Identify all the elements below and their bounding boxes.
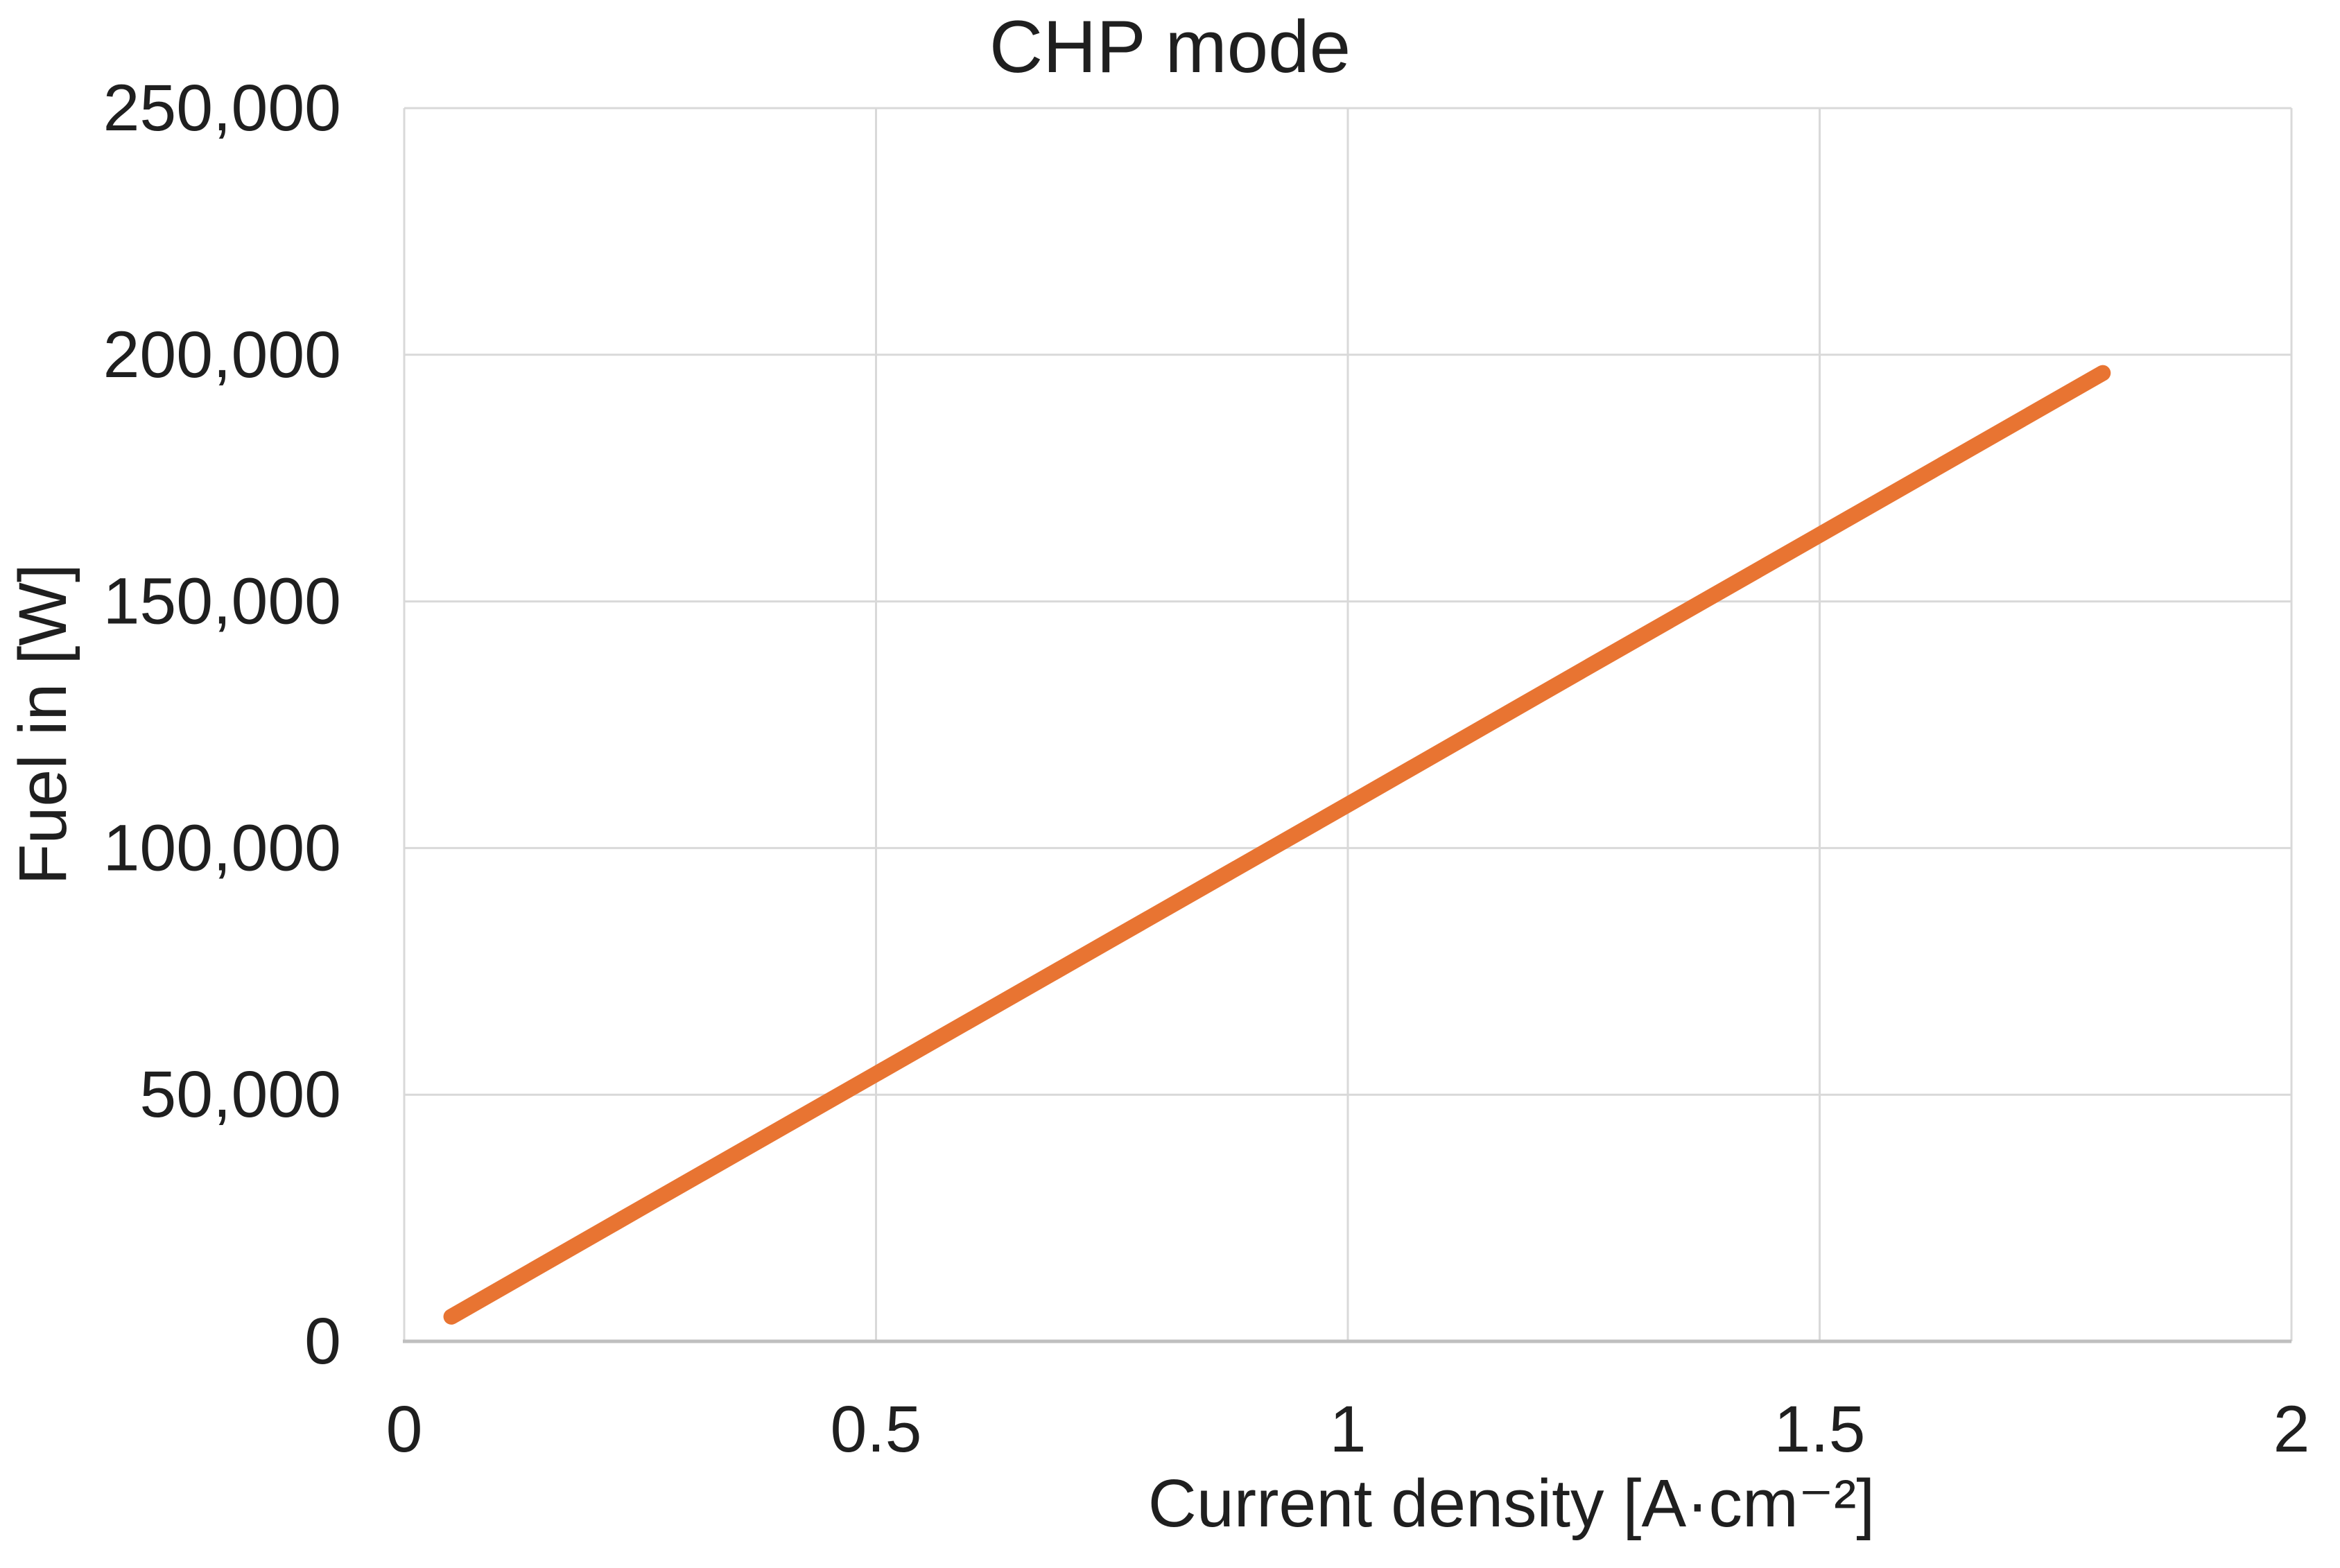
x-axis-title: Current density [A·cm⁻²] bbox=[1147, 1465, 1875, 1541]
x-tick-label: 2 bbox=[2273, 1393, 2310, 1466]
x-tick-label: 0 bbox=[386, 1393, 423, 1466]
y-tick-label: 100,000 bbox=[103, 811, 341, 885]
chart-title: CHP mode bbox=[989, 5, 1351, 88]
x-tick-label: 0.5 bbox=[830, 1393, 921, 1466]
y-tick-label: 0 bbox=[304, 1305, 341, 1378]
x-tick-label: 1.5 bbox=[1774, 1393, 1865, 1466]
x-tick-label: 1 bbox=[1330, 1393, 1367, 1466]
series-line bbox=[443, 365, 2111, 1325]
y-tick-label: 250,000 bbox=[103, 71, 341, 145]
y-tick-label: 50,000 bbox=[139, 1058, 341, 1131]
y-tick-label: 200,000 bbox=[103, 318, 341, 392]
y-tick-label: 150,000 bbox=[103, 565, 341, 638]
